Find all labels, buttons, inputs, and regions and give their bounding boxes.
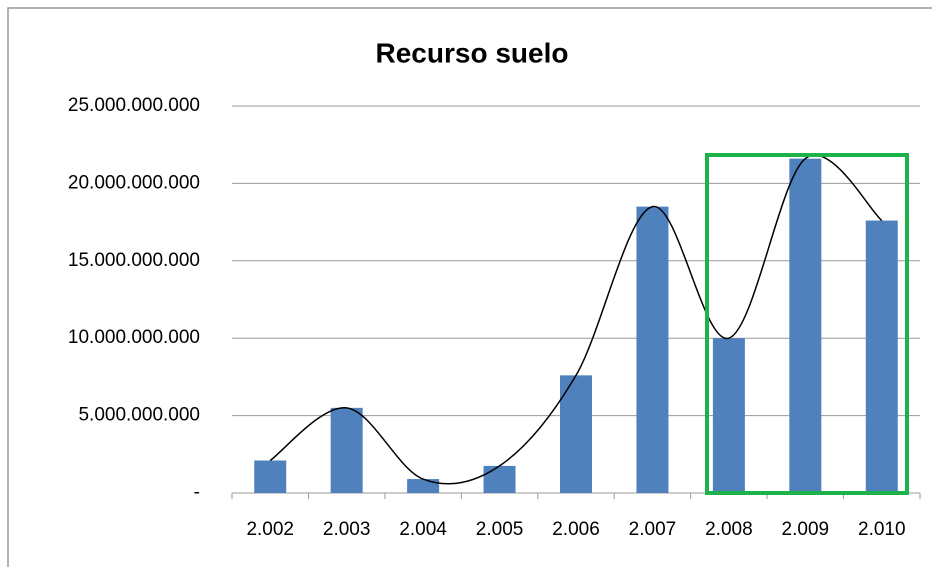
highlight-box (705, 153, 909, 495)
x-tick-label: 2.002 (246, 519, 294, 540)
bar (330, 407, 363, 493)
bar (483, 465, 516, 493)
y-tick-label: 10.000.000.000 (68, 327, 200, 348)
y-tick-label: 25.000.000.000 (68, 95, 200, 116)
chart-frame (7, 7, 932, 567)
bar (865, 220, 898, 493)
bar (254, 460, 287, 493)
x-tick-label: 2.003 (323, 519, 371, 540)
bar (636, 206, 669, 493)
x-tick-label: 2.010 (858, 519, 906, 540)
x-tick-label: 2.008 (705, 519, 753, 540)
y-tick-label: - (194, 482, 200, 503)
trend-line (269, 154, 883, 485)
bar (407, 479, 440, 493)
x-tick-label: 2.007 (629, 519, 677, 540)
y-tick-label: 20.000.000.000 (68, 172, 200, 193)
y-tick-label: 5.000.000.000 (78, 405, 200, 426)
bar (712, 338, 745, 493)
bar (789, 158, 822, 493)
x-tick-label: 2.009 (782, 519, 830, 540)
x-tick-label: 2.006 (552, 519, 600, 540)
x-tick-label: 2.005 (476, 519, 524, 540)
chart-title: Recurso suelo (376, 37, 569, 68)
bar (560, 375, 592, 493)
x-tick-label: 2.004 (399, 519, 447, 540)
y-tick-label: 15.000.000.000 (68, 250, 200, 271)
